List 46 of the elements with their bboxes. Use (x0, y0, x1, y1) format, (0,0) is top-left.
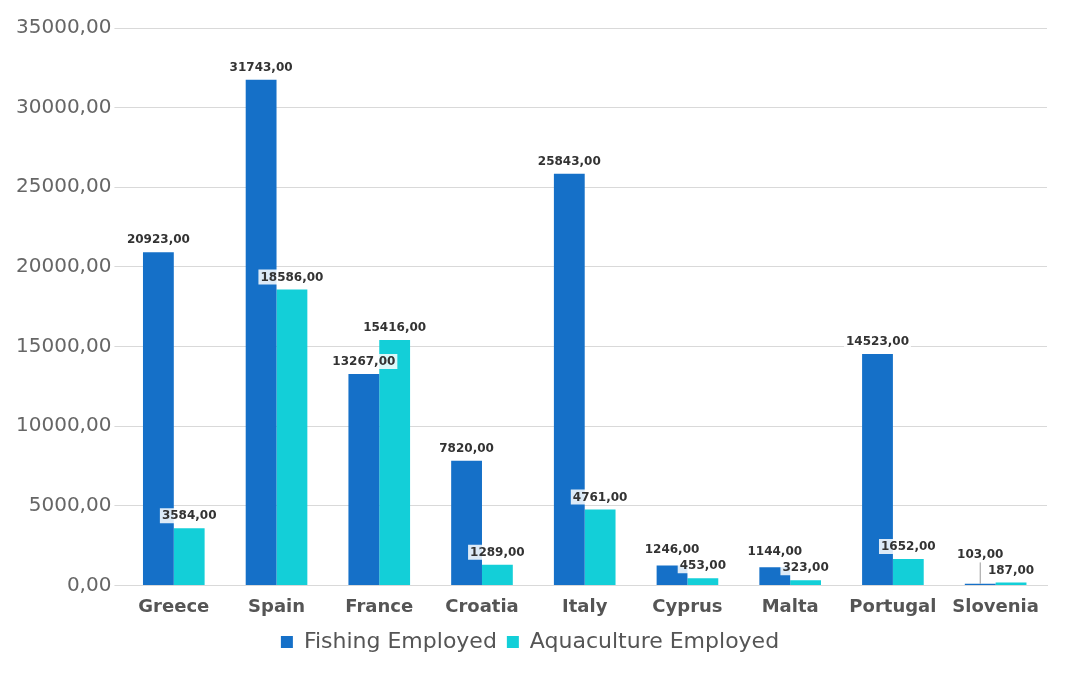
legend-label: Fishing Employed (303, 627, 497, 653)
x-tick-label: Malta (761, 594, 819, 616)
data-label: 31743,00 (229, 60, 293, 74)
x-tick-label: France (345, 594, 414, 616)
data-label: 1652,00 (880, 539, 936, 554)
x-tick-label: Slovenia (952, 594, 1039, 616)
y-tick-label: 35000,00 (15, 14, 112, 39)
y-tick-label: 30000,00 (15, 93, 112, 118)
data-label: 4761,00 (572, 489, 628, 504)
legend-label: Aquaculture Employed (529, 627, 780, 653)
y-tick-label: 15000,00 (15, 332, 112, 357)
data-label: 25843,00 (537, 153, 601, 168)
data-label: 3584,00 (161, 508, 217, 523)
y-tick-label: 20000,00 (15, 253, 112, 278)
x-tick-label: Portugal (849, 594, 937, 616)
y-tick-label: 0,00 (66, 571, 112, 596)
x-tick-label: Italy (562, 594, 608, 616)
x-tick-label: Greece (138, 594, 210, 616)
data-label: 187,00 (987, 562, 1035, 577)
bar (173, 528, 205, 585)
data-label: 13267,00 (332, 354, 396, 369)
bar (481, 564, 513, 585)
data-label: 14523,00 (845, 334, 909, 349)
data-label: 323,00 (782, 560, 829, 575)
data-label: 15416,00 (363, 320, 427, 335)
bar (584, 509, 616, 585)
x-tick-label: Spain (248, 594, 306, 616)
bar (892, 559, 924, 585)
x-tick-label: Cyprus (652, 594, 723, 616)
x-tick-label: Croatia (445, 594, 519, 616)
data-label: 18586,00 (260, 269, 324, 284)
bar (790, 580, 821, 585)
bar (348, 374, 380, 585)
bar (687, 578, 719, 585)
data-label: 7820,00 (439, 440, 494, 455)
bar (276, 289, 308, 585)
y-tick-label: 25000,00 (15, 173, 112, 198)
bar (995, 582, 1027, 585)
data-label: 103,00 (957, 546, 1004, 561)
data-label: 1144,00 (747, 544, 803, 559)
data-label: 1289,00 (470, 545, 525, 559)
y-tick-label: 5000,00 (28, 491, 112, 516)
data-label: 20923,00 (126, 232, 190, 247)
data-label: 1246,00 (644, 542, 700, 557)
y-tick-label: 10000,00 (15, 412, 112, 437)
data-label: 453,00 (679, 558, 727, 573)
